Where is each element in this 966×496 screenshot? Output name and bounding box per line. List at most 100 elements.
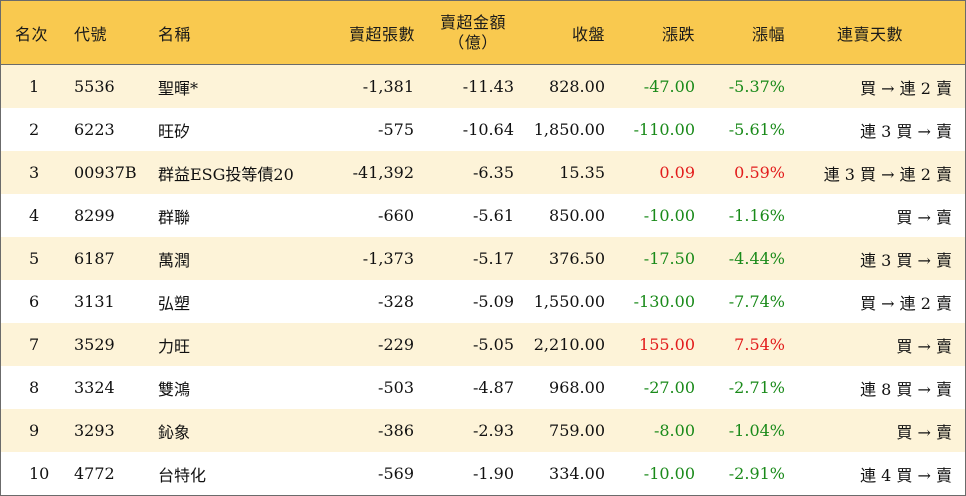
cell-sell-amount: -5.17 bbox=[472, 249, 514, 268]
cell-sell-shares: -660 bbox=[378, 206, 414, 225]
cell-code: 6223 bbox=[74, 120, 115, 139]
cell-code: 3529 bbox=[74, 335, 115, 354]
cell-sell-amount: -5.05 bbox=[472, 335, 514, 354]
cell-pct: -2.91% bbox=[728, 464, 785, 483]
cell-days: 買 → 連 2 賣 bbox=[860, 293, 952, 313]
cell-sell-amount: -5.09 bbox=[472, 292, 514, 311]
cell-sell-shares: -41,392 bbox=[352, 163, 414, 182]
cell-code: 4772 bbox=[74, 464, 115, 483]
cell-close: 828.00 bbox=[549, 77, 605, 96]
cell-close: 15.35 bbox=[559, 163, 605, 182]
cell-close: 2,210.00 bbox=[533, 335, 605, 354]
header-sell-amount-line1: 賣超金額 bbox=[439, 12, 506, 32]
cell-days: 買 → 賣 bbox=[896, 422, 952, 442]
cell-name: 弘塑 bbox=[158, 293, 191, 313]
header-close: 收盤 bbox=[571, 24, 605, 44]
cell-days: 連 4 買 → 賣 bbox=[860, 465, 952, 485]
cell-rank: 1 bbox=[29, 77, 40, 96]
cell-days: 連 3 買 → 賣 bbox=[860, 250, 952, 270]
cell-close: 1,550.00 bbox=[533, 292, 605, 311]
cell-code: 8299 bbox=[74, 206, 115, 225]
cell-change: 155.00 bbox=[639, 335, 695, 354]
cell-rank: 8 bbox=[29, 378, 40, 397]
cell-days: 買 → 連 2 賣 bbox=[860, 78, 952, 98]
header-sell-shares: 賣超張數 bbox=[348, 24, 415, 44]
header-code: 代號 bbox=[74, 24, 108, 44]
cell-sell-shares: -1,373 bbox=[362, 249, 414, 268]
cell-change: -27.00 bbox=[643, 378, 695, 397]
cell-pct: -1.16% bbox=[728, 206, 785, 225]
cell-sell-amount: -6.35 bbox=[472, 163, 514, 182]
cell-days: 買 → 賣 bbox=[896, 207, 952, 227]
cell-change: -10.00 bbox=[643, 464, 695, 483]
cell-change: 0.09 bbox=[659, 163, 695, 182]
cell-sell-shares: -569 bbox=[378, 464, 414, 483]
table-header: 名次 代號 名稱 賣超張數 賣超金額 （億） 收盤 漲跌 漲幅 連賣天數 bbox=[1, 1, 965, 65]
cell-rank: 2 bbox=[29, 120, 40, 139]
table-row: 6 3131 弘塑 -328 -5.09 1,550.00 -130.00 -7.74% 買 →… bbox=[1, 280, 965, 323]
cell-name: 萬潤 bbox=[158, 250, 191, 270]
cell-code: 3293 bbox=[74, 421, 115, 440]
cell-days: 連 3 買 → 連 2 賣 bbox=[823, 164, 952, 184]
cell-sell-shares: -503 bbox=[378, 378, 414, 397]
cell-rank: 4 bbox=[29, 206, 40, 225]
cell-days: 連 3 買 → 賣 bbox=[860, 121, 952, 141]
header-sell-amount: 賣超金額 （億） bbox=[431, 1, 515, 64]
cell-sell-shares: -575 bbox=[378, 120, 414, 139]
cell-change: -8.00 bbox=[653, 421, 695, 440]
cell-name: 鈊象 bbox=[158, 422, 191, 442]
cell-days: 買 → 賣 bbox=[896, 336, 952, 356]
cell-pct: -5.61% bbox=[728, 120, 785, 139]
cell-name: 群聯 bbox=[158, 207, 191, 227]
cell-sell-amount: -1.90 bbox=[472, 464, 514, 483]
cell-code: 5536 bbox=[74, 77, 115, 96]
cell-name: 旺矽 bbox=[158, 121, 191, 141]
cell-days: 連 8 買 → 賣 bbox=[860, 379, 952, 399]
header-pct: 漲幅 bbox=[751, 24, 785, 44]
cell-sell-amount: -10.64 bbox=[462, 120, 514, 139]
cell-rank: 7 bbox=[29, 335, 40, 354]
header-sell-amount-line2: （億） bbox=[448, 32, 498, 52]
cell-close: 850.00 bbox=[549, 206, 605, 225]
table-row: 9 3293 鈊象 -386 -2.93 759.00 -8.00 -1.04% 買 → 賣 bbox=[1, 409, 965, 452]
cell-pct: -4.44% bbox=[728, 249, 785, 268]
header-change: 漲跌 bbox=[661, 24, 695, 44]
cell-rank: 5 bbox=[29, 249, 40, 268]
cell-close: 968.00 bbox=[549, 378, 605, 397]
cell-rank: 6 bbox=[29, 292, 40, 311]
cell-rank: 9 bbox=[29, 421, 40, 440]
cell-rank: 3 bbox=[29, 163, 40, 182]
cell-sell-amount: -2.93 bbox=[472, 421, 514, 440]
cell-code: 6187 bbox=[74, 249, 115, 268]
cell-code: 3131 bbox=[74, 292, 115, 311]
cell-name: 聖暉* bbox=[158, 78, 199, 98]
table-row: 1 5536 聖暉* -1,381 -11.43 828.00 -47.00 -5.37% 買 … bbox=[1, 65, 965, 108]
cell-close: 376.50 bbox=[549, 249, 605, 268]
header-rank: 名次 bbox=[15, 24, 49, 44]
cell-sell-shares: -386 bbox=[378, 421, 414, 440]
cell-pct: -7.74% bbox=[728, 292, 785, 311]
cell-pct: -2.71% bbox=[728, 378, 785, 397]
cell-change: -10.00 bbox=[643, 206, 695, 225]
cell-sell-amount: -5.61 bbox=[472, 206, 514, 225]
cell-code: 3324 bbox=[74, 378, 115, 397]
cell-change: -17.50 bbox=[643, 249, 695, 268]
cell-pct: 7.54% bbox=[734, 335, 785, 354]
table-row: 2 6223 旺矽 -575 -10.64 1,850.00 -110.00 -5.61% 連 … bbox=[1, 108, 965, 151]
cell-sell-shares: -229 bbox=[378, 335, 414, 354]
cell-sell-amount: -11.43 bbox=[462, 77, 514, 96]
cell-name: 台特化 bbox=[158, 465, 207, 485]
cell-sell-shares: -328 bbox=[378, 292, 414, 311]
cell-change: -47.00 bbox=[643, 77, 695, 96]
cell-pct: -1.04% bbox=[728, 421, 785, 440]
cell-name: 力旺 bbox=[158, 336, 191, 356]
cell-close: 334.00 bbox=[549, 464, 605, 483]
cell-code: 00937B bbox=[74, 163, 137, 182]
cell-rank: 10 bbox=[29, 464, 50, 483]
cell-close: 759.00 bbox=[549, 421, 605, 440]
header-days: 連賣天數 bbox=[837, 24, 904, 44]
cell-pct: -5.37% bbox=[728, 77, 785, 96]
table-row: 8 3324 雙鴻 -503 -4.87 968.00 -27.00 -2.71% 連 8 買 … bbox=[1, 366, 965, 409]
cell-change: -110.00 bbox=[633, 120, 695, 139]
